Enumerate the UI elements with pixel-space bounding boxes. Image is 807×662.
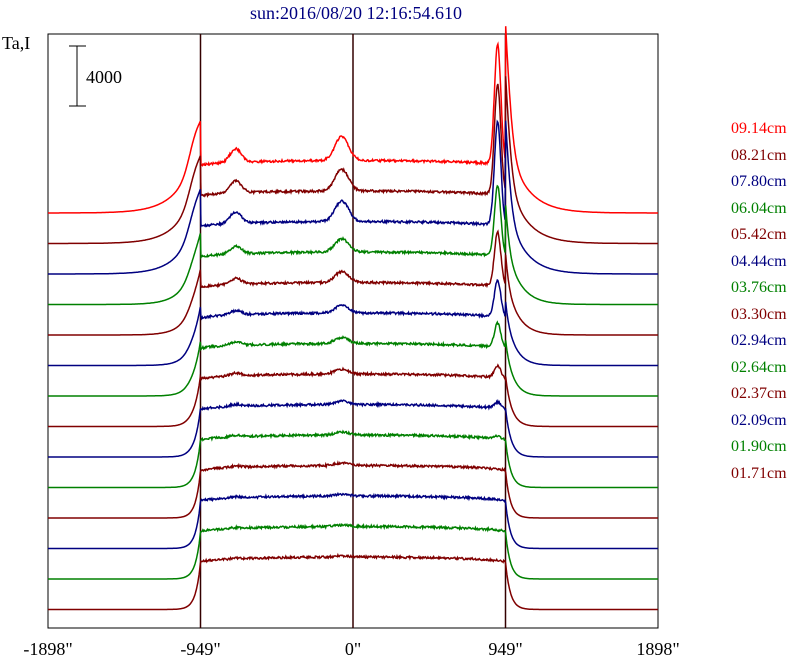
scale-bar: 4000	[69, 45, 122, 107]
chart-title: sun:2016/08/20 12:16:54.610	[250, 3, 462, 23]
legend-item: 05.42cm	[731, 226, 787, 243]
series-line	[48, 320, 658, 397]
legend-item: 02.09cm	[731, 411, 787, 429]
legend-item: 09.14cm	[731, 120, 787, 137]
legend-item: 08.21cm	[731, 146, 787, 164]
legend-item: 03.30cm	[731, 305, 787, 323]
series-line	[48, 522, 658, 580]
series-curves	[48, 26, 658, 611]
series-line	[48, 76, 658, 245]
legend-item: 02.94cm	[731, 332, 787, 349]
series-line	[48, 119, 658, 275]
legend-item: 01.90cm	[731, 438, 787, 455]
x-tick-label: 0"	[345, 639, 361, 659]
series-line	[48, 184, 658, 306]
series-line	[48, 229, 658, 336]
legend-item: 06.04cm	[731, 199, 787, 217]
series-line	[48, 491, 658, 550]
series-line	[48, 552, 658, 611]
y-axis-label: Ta,I	[2, 33, 30, 53]
vertical-markers	[199, 34, 507, 628]
x-tick-label: 1898"	[636, 639, 679, 659]
legend-item: 07.80cm	[731, 173, 787, 190]
legend-item: 01.71cm	[731, 464, 787, 482]
series-line	[48, 26, 658, 214]
legend-item: 03.76cm	[731, 279, 787, 296]
legend-item: 04.44cm	[731, 252, 787, 270]
series-line	[48, 398, 658, 458]
x-tick-label: 949"	[488, 639, 522, 659]
series-line	[48, 278, 658, 367]
legend-item: 02.37cm	[731, 385, 787, 402]
x-tick-label: -949"	[180, 639, 220, 659]
series-line	[48, 363, 658, 428]
x-tick-label: -1898"	[23, 639, 72, 659]
x-tick-labels: -1898" -949" 0" 949" 1898"	[23, 639, 679, 659]
series-line	[48, 429, 658, 489]
scale-bar-label: 4000	[86, 67, 122, 87]
legend-item: 02.64cm	[731, 358, 787, 376]
series-line	[48, 460, 658, 519]
